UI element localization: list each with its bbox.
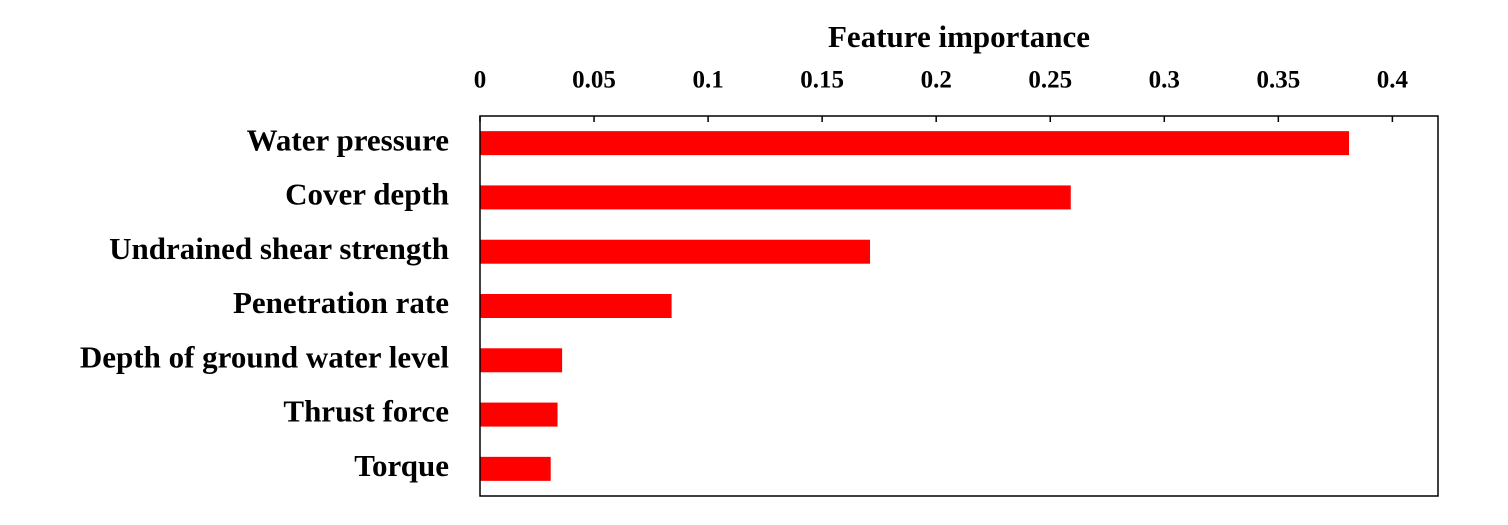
bar [480, 294, 672, 318]
y-tick-label: Torque [354, 448, 449, 483]
y-tick-label: Depth of ground water level [80, 339, 449, 374]
y-tick-label: Thrust force [283, 394, 449, 429]
y-tick-label: Water pressure [247, 122, 449, 157]
x-tick-label: 0 [474, 67, 487, 94]
x-tick-label: 0.1 [692, 67, 723, 94]
plot-frame [479, 115, 1439, 497]
bar [480, 131, 1350, 156]
bar [480, 239, 871, 264]
bar [480, 348, 563, 373]
x-tick-label: 0.3 [1149, 67, 1180, 94]
x-axis-title: Feature importance [828, 19, 1090, 54]
y-tick-label: Undrained shear strength [109, 231, 449, 266]
x-tick-label: 0.2 [921, 67, 952, 94]
bar [480, 456, 551, 481]
x-tick-label: 0.15 [800, 67, 844, 94]
bar [480, 402, 558, 427]
bar [480, 185, 1071, 210]
x-tick-label: 0.35 [1256, 67, 1300, 94]
x-tick-label: 0.05 [572, 67, 616, 94]
y-tick-label: Penetration rate [233, 285, 449, 320]
x-tick-label: 0.25 [1028, 67, 1072, 94]
x-tick-label: 0.4 [1377, 67, 1409, 94]
y-tick-label: Cover depth [285, 177, 449, 212]
